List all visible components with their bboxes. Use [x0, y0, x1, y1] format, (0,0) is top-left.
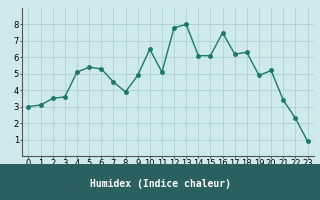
Text: Humidex (Indice chaleur): Humidex (Indice chaleur): [90, 179, 230, 189]
